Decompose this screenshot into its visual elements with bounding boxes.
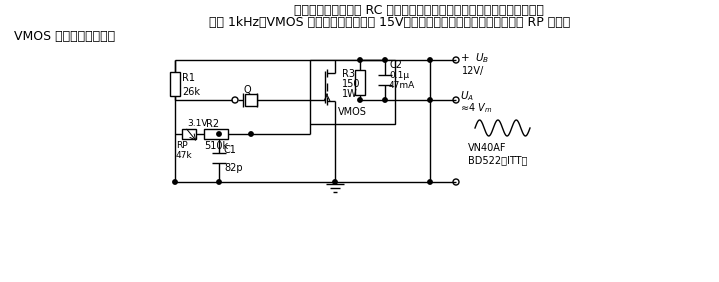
FancyBboxPatch shape [170, 72, 180, 96]
Text: 3.1V: 3.1V [187, 120, 208, 129]
Text: 0.1μ: 0.1μ [389, 72, 409, 80]
Circle shape [217, 132, 221, 136]
Text: 47mA: 47mA [389, 81, 416, 91]
Text: 47k: 47k [176, 151, 193, 160]
Circle shape [428, 180, 432, 184]
Circle shape [333, 180, 337, 184]
Text: ≈4 $V_m$: ≈4 $V_m$ [460, 101, 493, 115]
Text: 晶振电路振荡频率同 RC 环节的参数有关。在图中所标参数情况下振荡频: 晶振电路振荡频率同 RC 环节的参数有关。在图中所标参数情况下振荡频 [294, 3, 544, 17]
Text: R1: R1 [182, 73, 195, 83]
Text: 12V/: 12V/ [462, 66, 485, 76]
Text: VN40AF: VN40AF [468, 143, 506, 153]
Text: $U_A$: $U_A$ [460, 89, 474, 103]
FancyBboxPatch shape [310, 60, 395, 124]
Circle shape [428, 58, 432, 62]
Text: +  $U_B$: + $U_B$ [460, 51, 490, 65]
FancyBboxPatch shape [355, 70, 365, 95]
Circle shape [358, 98, 362, 102]
Text: BD522（ITT）: BD522（ITT） [468, 155, 527, 165]
Circle shape [217, 180, 221, 184]
Circle shape [383, 58, 388, 62]
Text: RP: RP [176, 142, 188, 151]
Text: 150: 150 [342, 79, 360, 89]
FancyBboxPatch shape [182, 129, 196, 139]
Text: Q: Q [243, 85, 251, 95]
FancyBboxPatch shape [204, 129, 228, 139]
FancyBboxPatch shape [245, 94, 257, 106]
Text: C2: C2 [389, 60, 402, 70]
Text: 510k: 510k [204, 141, 228, 151]
Text: R2: R2 [206, 119, 219, 129]
Text: 率为 1kHz。VMOS 移相发生器可提供约 15V（有效值）的输出电压，利用电位器 RP 可调整: 率为 1kHz。VMOS 移相发生器可提供约 15V（有效值）的输出电压，利用电… [209, 17, 571, 30]
Circle shape [428, 98, 432, 102]
Circle shape [358, 58, 362, 62]
Text: 26k: 26k [182, 87, 200, 97]
Text: VMOS: VMOS [338, 107, 367, 117]
Text: 1W: 1W [342, 89, 358, 99]
Text: C1: C1 [224, 145, 237, 155]
Circle shape [249, 132, 253, 136]
Text: VMOS 晶体管的工作点。: VMOS 晶体管的工作点。 [14, 30, 115, 43]
Text: 82p: 82p [224, 163, 242, 173]
Circle shape [383, 98, 388, 102]
Text: R3: R3 [342, 69, 355, 79]
Circle shape [173, 180, 177, 184]
